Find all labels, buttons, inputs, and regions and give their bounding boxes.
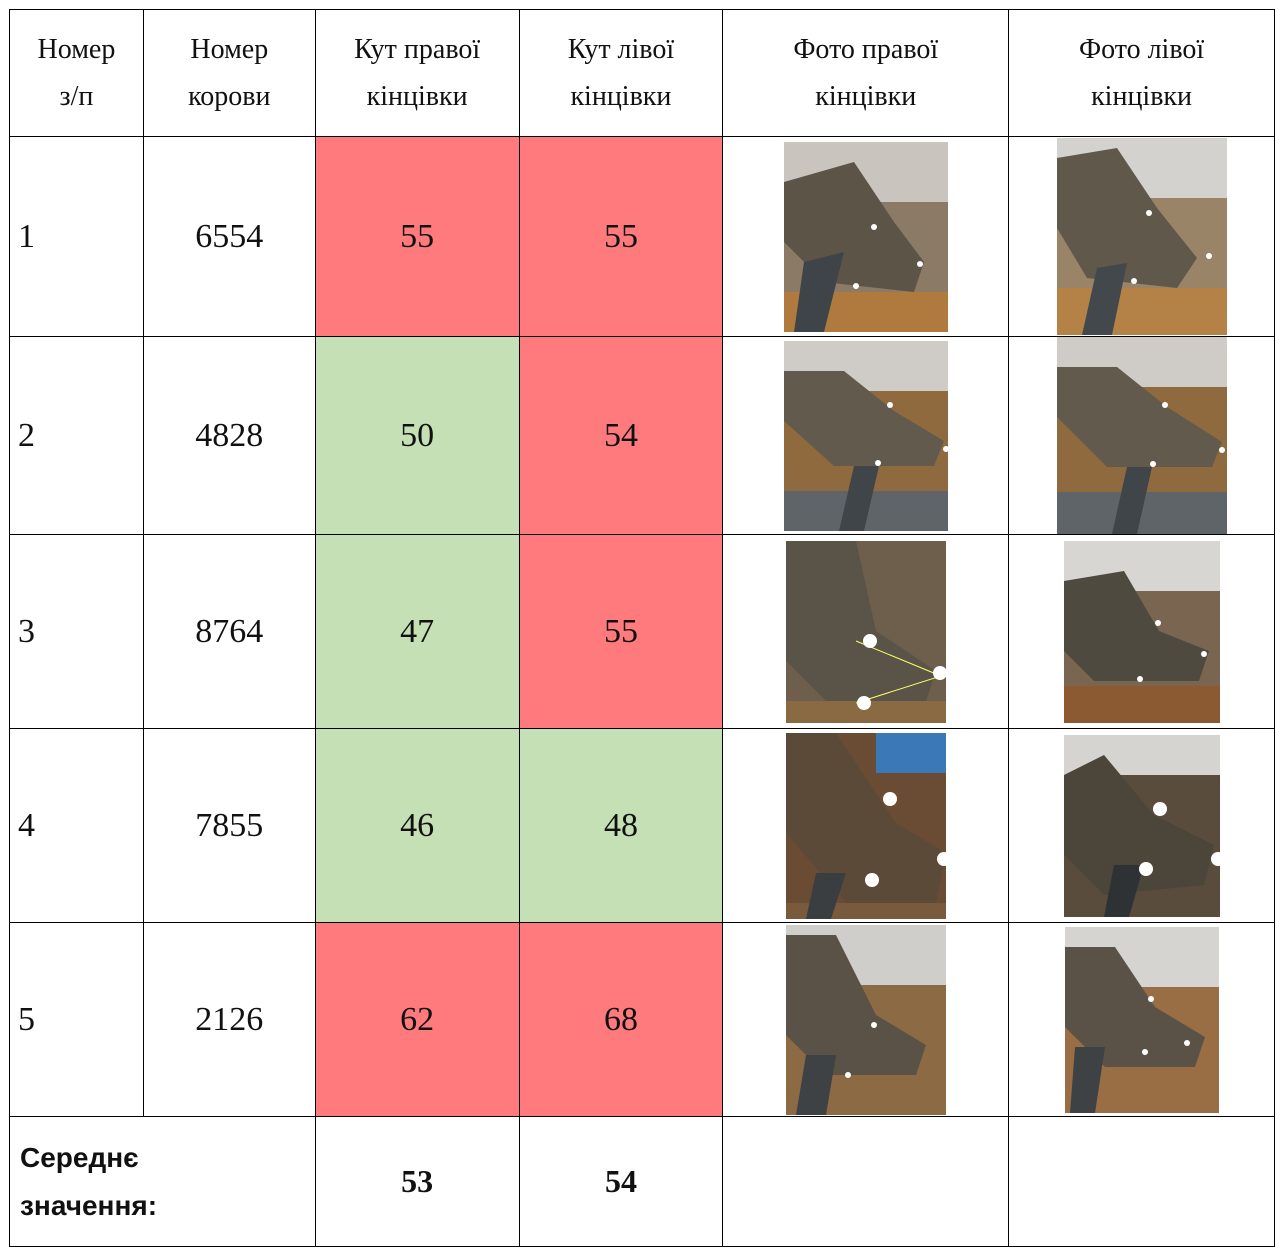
header-text: кінцівки <box>1009 73 1274 120</box>
table-row: 3 8764 47 55 <box>10 535 1275 729</box>
right-hoof-photo <box>784 341 948 531</box>
right-angle-cell: 46 <box>315 729 519 923</box>
cow-number-cell: 7855 <box>143 729 315 923</box>
header-left-angle: Кут лівої кінцівки <box>519 10 723 137</box>
right-hoof-photo <box>786 733 946 919</box>
average-left-angle: 54 <box>519 1117 723 1247</box>
right-hoof-photo-cell <box>723 729 1009 923</box>
header-text: Номер <box>10 26 143 73</box>
right-angle-cell: 55 <box>315 137 519 337</box>
header-text: Фото правої <box>723 26 1008 73</box>
table-row: 2 4828 50 54 <box>10 337 1275 535</box>
right-hoof-photo-cell <box>723 137 1009 337</box>
table-row: 1 6554 55 55 <box>10 137 1275 337</box>
header-right-photo: Фото правої кінцівки <box>723 10 1009 137</box>
right-hoof-photo-cell <box>723 337 1009 535</box>
header-right-angle: Кут правої кінцівки <box>315 10 519 137</box>
header-text: Кут правої <box>316 26 519 73</box>
right-hoof-photo-cell <box>723 923 1009 1117</box>
average-label-text: Середнє <box>20 1134 315 1182</box>
cow-number-cell: 2126 <box>143 923 315 1117</box>
right-angle-cell: 50 <box>315 337 519 535</box>
serial-number-cell: 5 <box>10 923 144 1117</box>
left-hoof-photo-cell <box>1009 535 1275 729</box>
header-text: з/п <box>10 73 143 120</box>
header-text: кінцівки <box>316 73 519 120</box>
right-angle-cell: 62 <box>315 923 519 1117</box>
left-angle-cell: 54 <box>519 337 723 535</box>
left-angle-cell: 68 <box>519 923 723 1117</box>
average-label-text: значення: <box>20 1182 315 1230</box>
left-hoof-photo <box>1065 927 1219 1113</box>
header-text: Фото лівої <box>1009 26 1274 73</box>
table-row: 5 2126 62 68 <box>10 923 1275 1117</box>
header-text: кінцівки <box>520 73 723 120</box>
left-angle-cell: 48 <box>519 729 723 923</box>
average-label: Середнє значення: <box>10 1117 316 1247</box>
empty-cell <box>1009 1117 1275 1247</box>
table-row: 4 7855 46 48 <box>10 729 1275 923</box>
header-left-photo: Фото лівої кінцівки <box>1009 10 1275 137</box>
cow-number-cell: 4828 <box>143 337 315 535</box>
header-serial-number: Номер з/п <box>10 10 144 137</box>
header-text: корови <box>144 73 315 120</box>
hoof-angle-table: Номер з/п Номер корови Кут правої кінців… <box>9 9 1275 1247</box>
left-hoof-photo-cell <box>1009 137 1275 337</box>
header-text: кінцівки <box>723 73 1008 120</box>
table-header-row: Номер з/п Номер корови Кут правої кінців… <box>10 10 1275 137</box>
right-hoof-photo <box>786 925 946 1115</box>
right-angle-cell: 47 <box>315 535 519 729</box>
left-angle-cell: 55 <box>519 137 723 337</box>
left-angle-cell: 55 <box>519 535 723 729</box>
header-cow-number: Номер корови <box>143 10 315 137</box>
serial-number-cell: 2 <box>10 337 144 535</box>
average-right-angle: 53 <box>315 1117 519 1247</box>
left-hoof-photo-cell <box>1009 337 1275 535</box>
cow-number-cell: 6554 <box>143 137 315 337</box>
left-hoof-photo <box>1057 337 1227 534</box>
serial-number-cell: 4 <box>10 729 144 923</box>
serial-number-cell: 1 <box>10 137 144 337</box>
right-hoof-photo <box>784 142 948 332</box>
cow-number-cell: 8764 <box>143 535 315 729</box>
left-hoof-photo <box>1064 541 1220 723</box>
left-hoof-photo <box>1064 735 1220 917</box>
left-hoof-photo <box>1057 138 1227 335</box>
serial-number-cell: 3 <box>10 535 144 729</box>
header-text: Кут лівої <box>520 26 723 73</box>
header-text: Номер <box>144 26 315 73</box>
right-hoof-photo-cell <box>723 535 1009 729</box>
right-hoof-photo <box>786 541 946 723</box>
average-row: Середнє значення: 53 54 <box>10 1117 1275 1247</box>
empty-cell <box>723 1117 1009 1247</box>
left-hoof-photo-cell <box>1009 729 1275 923</box>
left-hoof-photo-cell <box>1009 923 1275 1117</box>
